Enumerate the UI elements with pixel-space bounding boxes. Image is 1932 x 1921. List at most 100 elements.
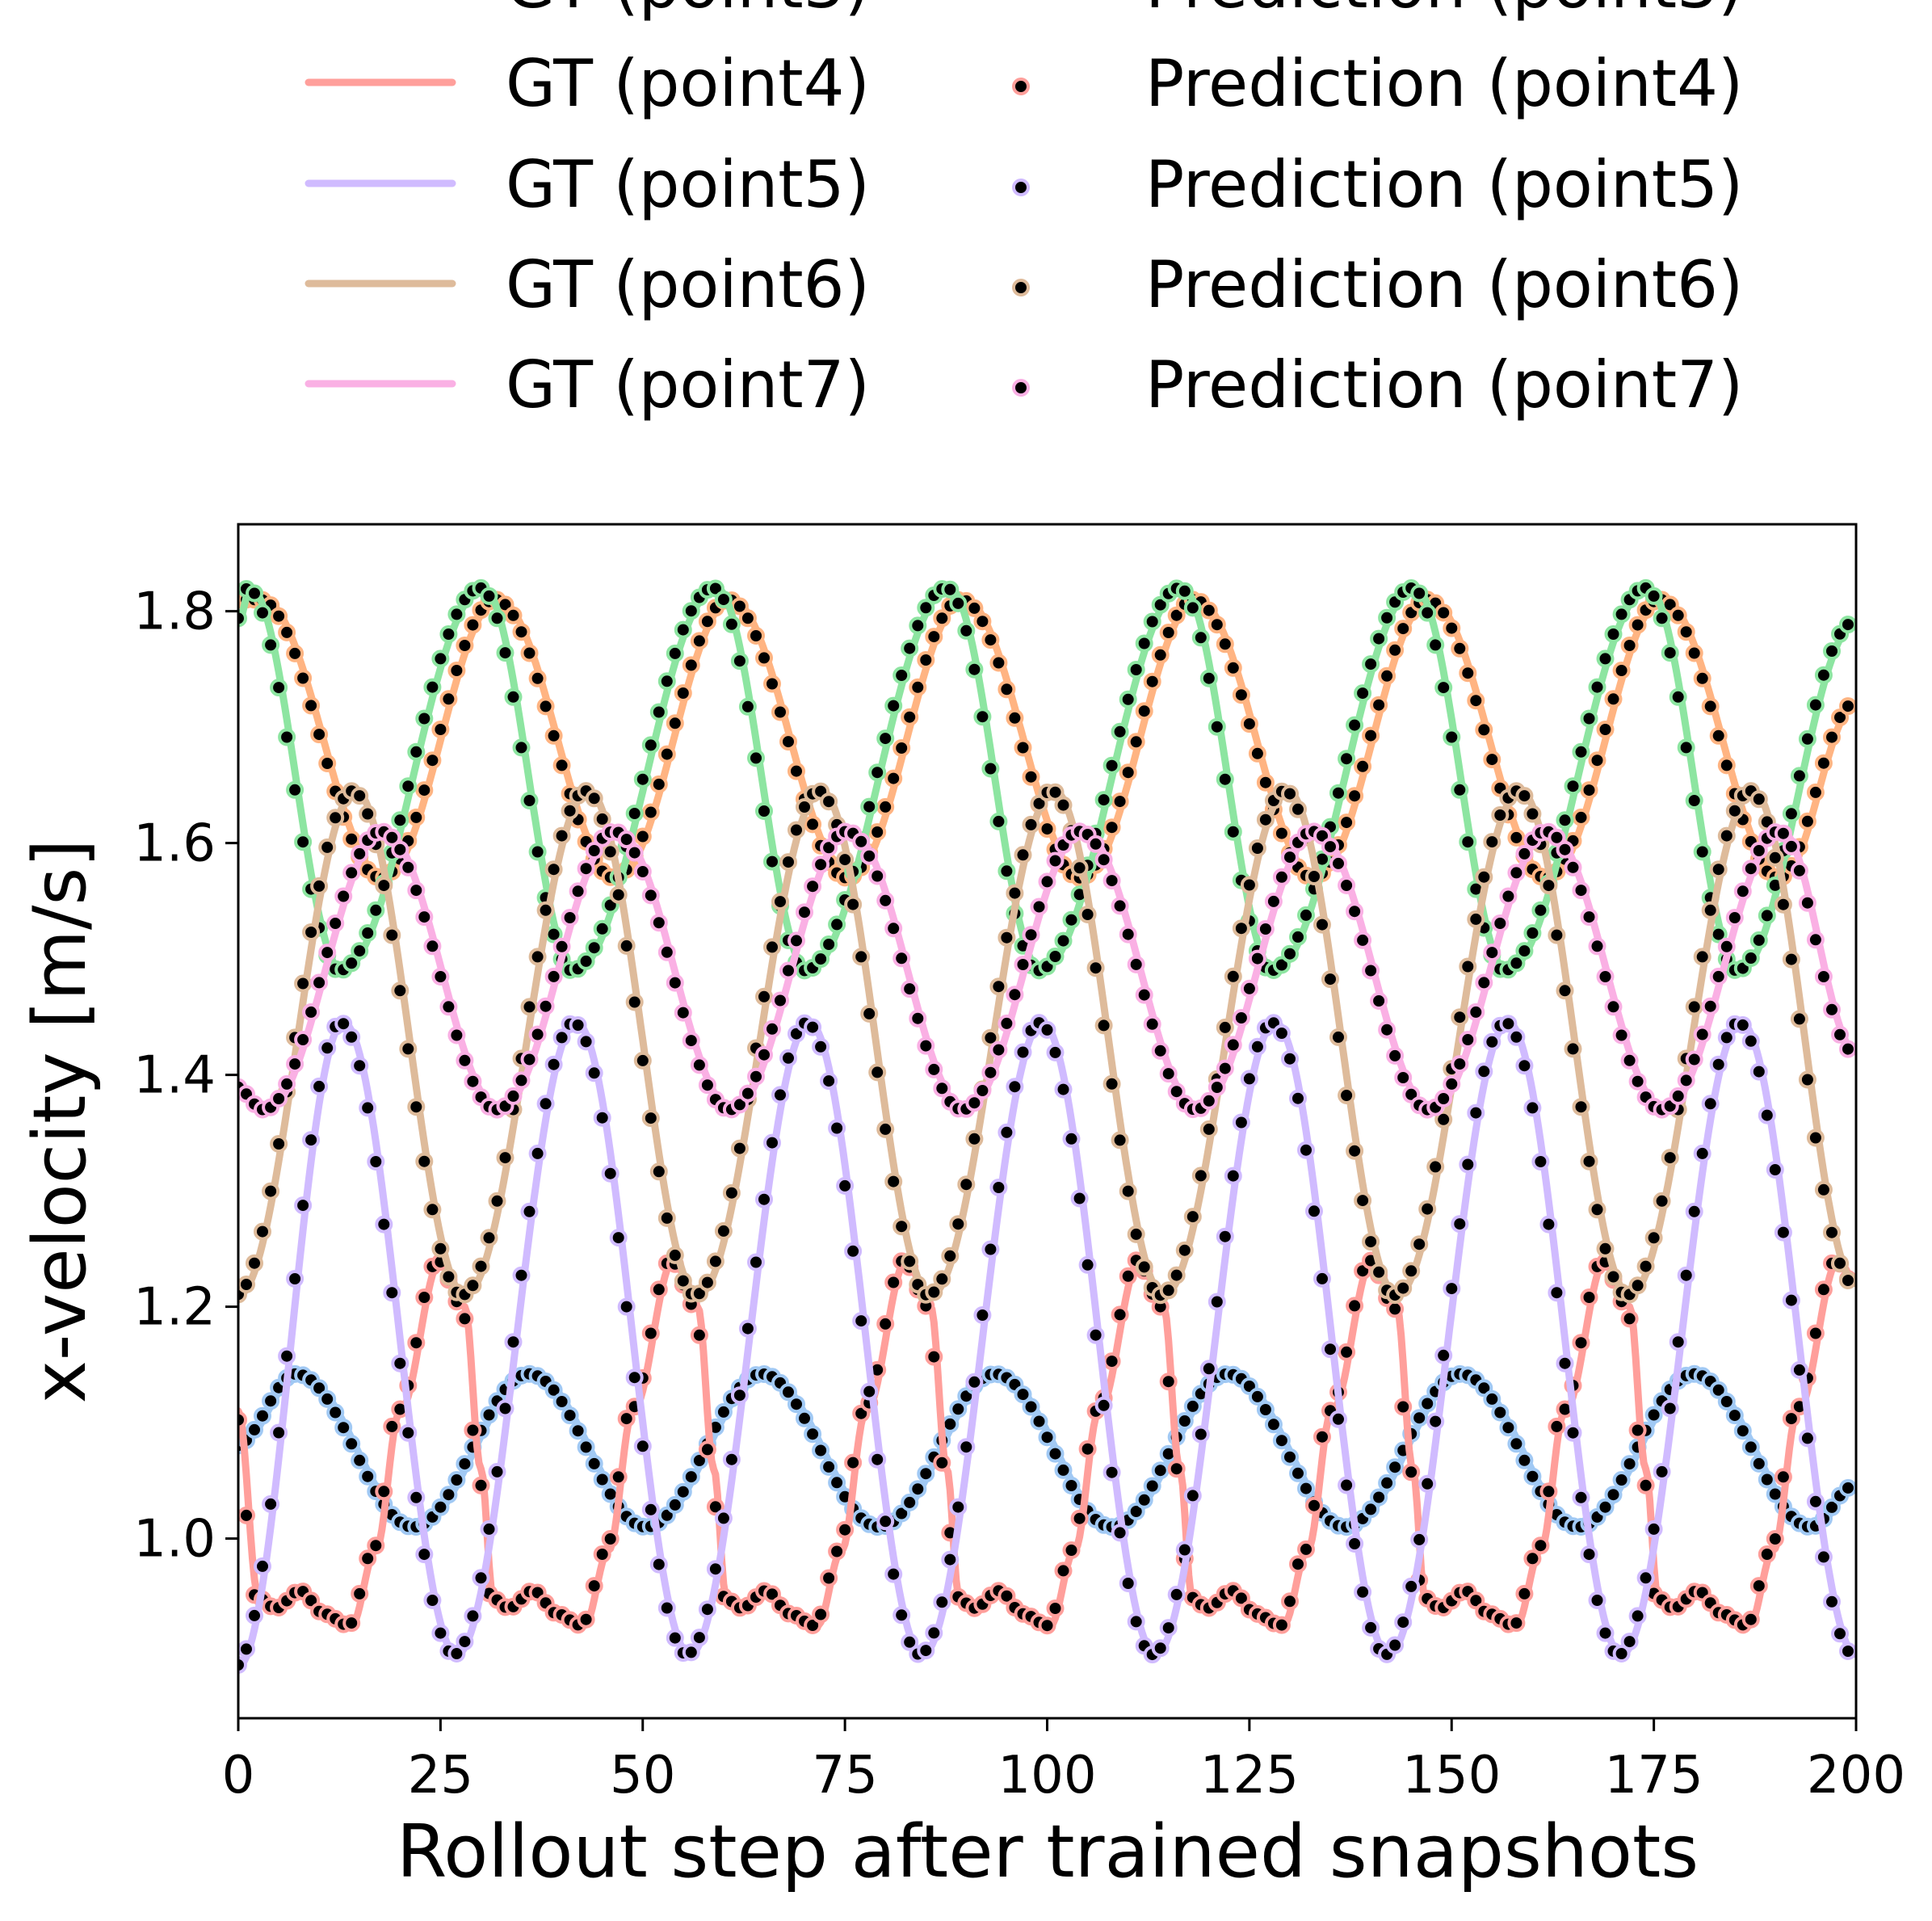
prediction-dot-point7 <box>989 1040 1008 1059</box>
prediction-dot-point5 <box>1685 1202 1703 1221</box>
prediction-dot-point6 <box>1701 901 1720 919</box>
prediction-dot-point1 <box>1370 1488 1388 1507</box>
prediction-dot-point7 <box>901 980 919 998</box>
prediction-dot-point3 <box>512 738 531 757</box>
prediction-dot-point4 <box>238 1506 255 1524</box>
prediction-dot-point6 <box>520 998 539 1016</box>
prediction-dot-point5 <box>763 1133 781 1152</box>
prediction-dot-point5 <box>569 1016 587 1034</box>
prediction-dot-point2 <box>1434 603 1453 622</box>
prediction-dot-point7 <box>804 877 822 896</box>
y-tick-label: 1.4 <box>133 1046 216 1106</box>
prediction-dot-point2 <box>1199 601 1218 620</box>
prediction-dot-point5 <box>577 1032 595 1051</box>
prediction-dot-point4 <box>1515 1584 1534 1603</box>
prediction-dot-point1 <box>1022 1398 1040 1416</box>
prediction-dot-point6 <box>933 1270 951 1288</box>
prediction-dot-point1 <box>1410 1409 1429 1427</box>
prediction-dot-point5 <box>657 1599 676 1617</box>
prediction-dot-point7 <box>1499 887 1518 906</box>
legend-gt-label: GT (point4) <box>506 46 870 121</box>
prediction-dot-point3 <box>641 736 660 755</box>
prediction-dot-point7 <box>512 1071 531 1090</box>
prediction-dot-point6 <box>351 787 369 805</box>
prediction-dot-point3 <box>399 777 418 796</box>
prediction-dot-point7 <box>1806 931 1825 949</box>
prediction-dot-point3 <box>965 660 984 679</box>
prediction-dot-point6 <box>868 1063 887 1082</box>
prediction-dot-point5 <box>828 1119 846 1137</box>
prediction-dot-point4 <box>1580 1288 1598 1306</box>
prediction-dot-point1 <box>593 1470 611 1489</box>
prediction-dot-point6 <box>528 948 547 966</box>
prediction-dot-point7 <box>326 914 345 932</box>
prediction-dot-point5 <box>641 1500 660 1519</box>
prediction-dot-point6 <box>1539 876 1558 895</box>
prediction-dot-point6 <box>1127 1225 1145 1243</box>
prediction-dot-point7 <box>1782 837 1800 855</box>
prediction-dot-point5 <box>1297 1141 1315 1159</box>
prediction-dot-point4 <box>456 1309 474 1328</box>
prediction-dot-point7 <box>1232 1009 1250 1027</box>
prediction-dot-point5 <box>771 1086 789 1104</box>
prediction-dot-point2 <box>1208 616 1226 634</box>
prediction-dot-point2 <box>318 755 337 772</box>
prediction-dot-point7 <box>682 1032 700 1050</box>
prediction-dot-point3 <box>730 652 749 670</box>
prediction-dot-point3 <box>1612 605 1631 624</box>
prediction-dot-point5 <box>617 1297 636 1316</box>
prediction-dot-point4 <box>1159 1372 1178 1391</box>
prediction-dot-point1 <box>796 1409 813 1427</box>
prediction-dot-point6 <box>1006 884 1024 902</box>
prediction-dot-point2 <box>286 644 304 662</box>
prediction-dot-point2 <box>788 762 805 780</box>
prediction-dot-point5 <box>1054 1080 1073 1099</box>
prediction-dot-point3 <box>1062 910 1081 929</box>
prediction-dot-point5 <box>1321 1340 1339 1359</box>
prediction-dot-point1 <box>788 1395 805 1414</box>
y-tick-label: 1.8 <box>133 582 216 642</box>
prediction-dot-point3 <box>917 599 935 617</box>
prediction-dot-point1 <box>901 1493 919 1511</box>
prediction-dot-point1 <box>820 1457 838 1476</box>
prediction-dot-point6 <box>836 851 855 869</box>
prediction-dot-point7 <box>1814 968 1833 986</box>
prediction-dot-point6 <box>1523 805 1542 823</box>
prediction-dot-point1 <box>1289 1464 1307 1482</box>
prediction-dot-point7 <box>698 1076 716 1095</box>
prediction-dot-point7 <box>617 830 636 849</box>
x-tick-label: 25 <box>408 1746 473 1805</box>
prediction-dot-point5 <box>1717 1028 1736 1047</box>
legend-prediction-label: Prediction (point4) <box>1145 46 1743 121</box>
prediction-dot-point3 <box>1798 729 1816 748</box>
prediction-dot-point6 <box>925 1283 943 1301</box>
prediction-dot-point6 <box>1604 1267 1623 1286</box>
prediction-dot-point6 <box>763 938 781 956</box>
prediction-dot-point4 <box>351 1584 369 1603</box>
prediction-dot-point5 <box>1183 1486 1202 1505</box>
prediction-dot-point6 <box>1313 915 1331 934</box>
prediction-dot-point6 <box>998 928 1016 947</box>
prediction-dot-point6 <box>941 1246 960 1265</box>
prediction-dot-point3 <box>439 625 458 643</box>
prediction-dot-point1 <box>1378 1473 1396 1492</box>
prediction-dot-point5 <box>407 1488 426 1507</box>
prediction-dot-point3 <box>649 703 668 721</box>
prediction-dot-point5 <box>1329 1410 1347 1428</box>
prediction-dot-point6 <box>561 801 579 820</box>
prediction-dot-point1 <box>1483 1389 1502 1408</box>
prediction-dot-point5 <box>1119 1574 1137 1592</box>
prediction-dot-point4 <box>1636 1476 1655 1494</box>
prediction-dot-point6 <box>617 936 636 955</box>
prediction-dot-point5 <box>1693 1144 1712 1162</box>
prediction-dot-point7 <box>278 1074 296 1093</box>
prediction-dot-point5 <box>1006 1078 1024 1096</box>
prediction-dot-point6 <box>722 1183 741 1202</box>
prediction-dot-point5 <box>1014 1043 1032 1061</box>
prediction-dot-point6 <box>1774 895 1792 914</box>
y-axis-label: x-velocity [m/s] <box>18 839 103 1404</box>
prediction-dot-point4 <box>1062 1541 1081 1559</box>
prediction-dot-point6 <box>318 838 337 856</box>
prediction-dot-point3 <box>1507 954 1526 973</box>
prediction-dot-point5 <box>1701 1095 1720 1113</box>
